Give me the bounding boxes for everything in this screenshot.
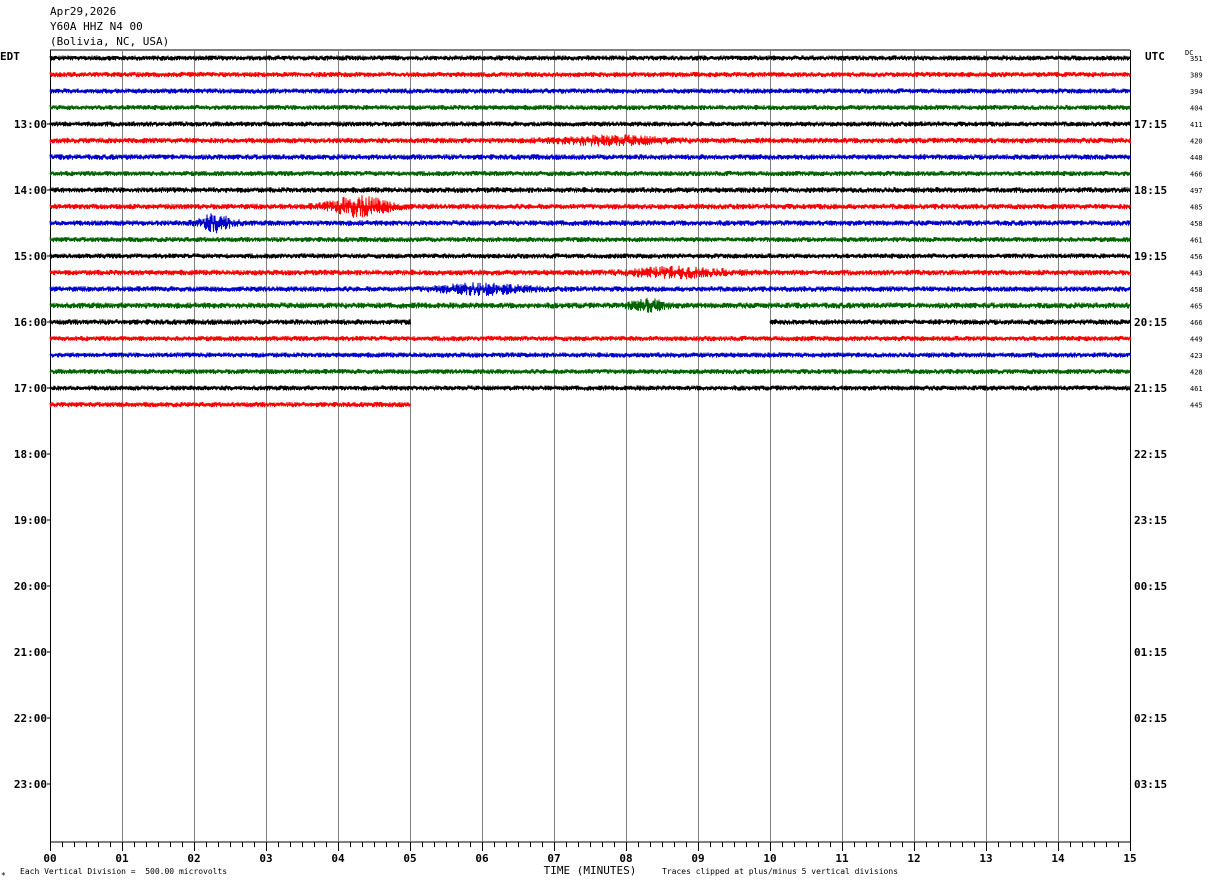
x-tick-label: 13	[979, 852, 992, 865]
seismogram-trace	[49, 384, 1131, 392]
seismogram-trace	[49, 335, 1131, 342]
right-hour-label: 18:15	[1134, 184, 1167, 197]
left-hour-label: 18:00	[14, 448, 47, 461]
dc-offset-label: 448	[1190, 154, 1203, 162]
x-tick-label: 08	[619, 852, 632, 865]
dc-offset-label: 394	[1190, 88, 1203, 96]
scale-note: Each Vertical Division = 500.00 microvol…	[20, 867, 228, 876]
right-hour-label: 23:15	[1134, 514, 1167, 527]
x-tick-label: 14	[1051, 852, 1065, 865]
left-hour-label: 15:00	[14, 250, 47, 263]
dc-offset-label: 485	[1190, 204, 1203, 212]
left-hour-label: 17:00	[14, 382, 47, 395]
chart-header-location: (Bolivia, NC, USA)	[50, 35, 170, 48]
dc-label: DC	[1185, 49, 1194, 57]
dc-offset-label: 497	[1190, 187, 1203, 195]
x-tick-label: 02	[187, 852, 200, 865]
right-hour-label: 22:15	[1134, 448, 1167, 461]
seismogram-trace	[49, 213, 1131, 234]
seismogram-trace	[49, 54, 1131, 62]
dc-offset-label: 466	[1190, 171, 1203, 179]
seismogram-trace	[49, 87, 1131, 95]
chart-header-date: Apr29,2026	[50, 5, 117, 18]
right-hour-label: 19:15	[1134, 250, 1167, 263]
dc-offset-label: 423	[1190, 352, 1203, 360]
x-tick-label: 15	[1123, 852, 1136, 865]
x-tick-label: 00	[43, 852, 56, 865]
chart-header-station: Y60A HHZ N4 00	[50, 20, 143, 33]
dc-offset-label: 466	[1190, 319, 1203, 327]
left-hour-label: 14:00	[14, 184, 47, 197]
x-tick-label: 01	[115, 852, 129, 865]
left-hour-label: 21:00	[14, 646, 47, 659]
seismogram-trace	[49, 134, 1131, 147]
seismogram-trace	[49, 401, 411, 408]
seismogram-trace	[49, 195, 1131, 218]
x-tick-label: 06	[475, 852, 489, 865]
corner-mark: *	[1, 871, 6, 880]
seismogram-trace	[49, 104, 1131, 111]
right-timezone-label: UTC	[1145, 50, 1165, 63]
x-tick-label: 11	[835, 852, 849, 865]
right-hour-label: 03:15	[1134, 778, 1167, 791]
dc-offset-label: 458	[1190, 220, 1203, 228]
seismogram-trace	[49, 351, 1131, 359]
dc-offset-label: 461	[1190, 385, 1203, 393]
seismogram-trace	[49, 265, 1131, 280]
x-tick-label: 12	[907, 852, 920, 865]
seismogram-trace	[49, 186, 1131, 194]
seismogram-trace	[49, 71, 1131, 78]
x-tick-label: 09	[691, 852, 704, 865]
right-hour-label: 17:15	[1134, 118, 1167, 131]
dc-offset-label: 445	[1190, 402, 1203, 410]
dc-offset-label: 389	[1190, 72, 1203, 80]
dc-offset-label: 411	[1190, 121, 1203, 129]
left-timezone-label: EDT	[0, 50, 20, 63]
left-hour-label: 23:00	[14, 778, 47, 791]
seismogram-trace	[769, 319, 1131, 326]
clip-note: Traces clipped at plus/minus 5 vertical …	[662, 867, 899, 876]
x-axis-label: TIME (MINUTES)	[544, 864, 637, 877]
x-tick-label: 03	[259, 852, 272, 865]
seismogram-trace	[49, 236, 1131, 243]
dc-offset-label: 404	[1190, 105, 1203, 113]
dc-offset-label: 428	[1190, 369, 1203, 377]
seismogram-trace	[49, 368, 1131, 375]
dc-offset-label: 420	[1190, 138, 1203, 146]
dc-offset-label: 456	[1190, 253, 1203, 261]
x-tick-label: 04	[331, 852, 345, 865]
seismogram-trace	[49, 170, 1131, 177]
seismogram-trace	[49, 282, 1131, 297]
right-hour-label: 02:15	[1134, 712, 1167, 725]
seismogram-trace	[49, 318, 411, 326]
left-hour-label: 16:00	[14, 316, 47, 329]
left-hour-label: 13:00	[14, 118, 47, 131]
dc-offset-label: 461	[1190, 237, 1203, 245]
right-hour-label: 20:15	[1134, 316, 1167, 329]
seismogram-trace	[49, 252, 1131, 260]
x-tick-label: 10	[763, 852, 776, 865]
right-hour-label: 01:15	[1134, 646, 1167, 659]
seismogram-trace	[49, 120, 1131, 128]
left-hour-label: 19:00	[14, 514, 47, 527]
dc-offset-label: 458	[1190, 286, 1203, 294]
x-tick-label: 07	[547, 852, 560, 865]
dc-offset-label: 443	[1190, 270, 1203, 278]
left-hour-label: 20:00	[14, 580, 47, 593]
right-hour-label: 00:15	[1134, 580, 1167, 593]
x-tick-label: 05	[403, 852, 416, 865]
dc-offset-label: 449	[1190, 336, 1203, 344]
seismogram-trace	[49, 297, 1131, 313]
dc-offset-label: 465	[1190, 303, 1203, 311]
dc-offset-label: 351	[1190, 55, 1203, 63]
right-hour-label: 21:15	[1134, 382, 1167, 395]
left-hour-label: 22:00	[14, 712, 47, 725]
seismogram-trace	[49, 153, 1131, 161]
